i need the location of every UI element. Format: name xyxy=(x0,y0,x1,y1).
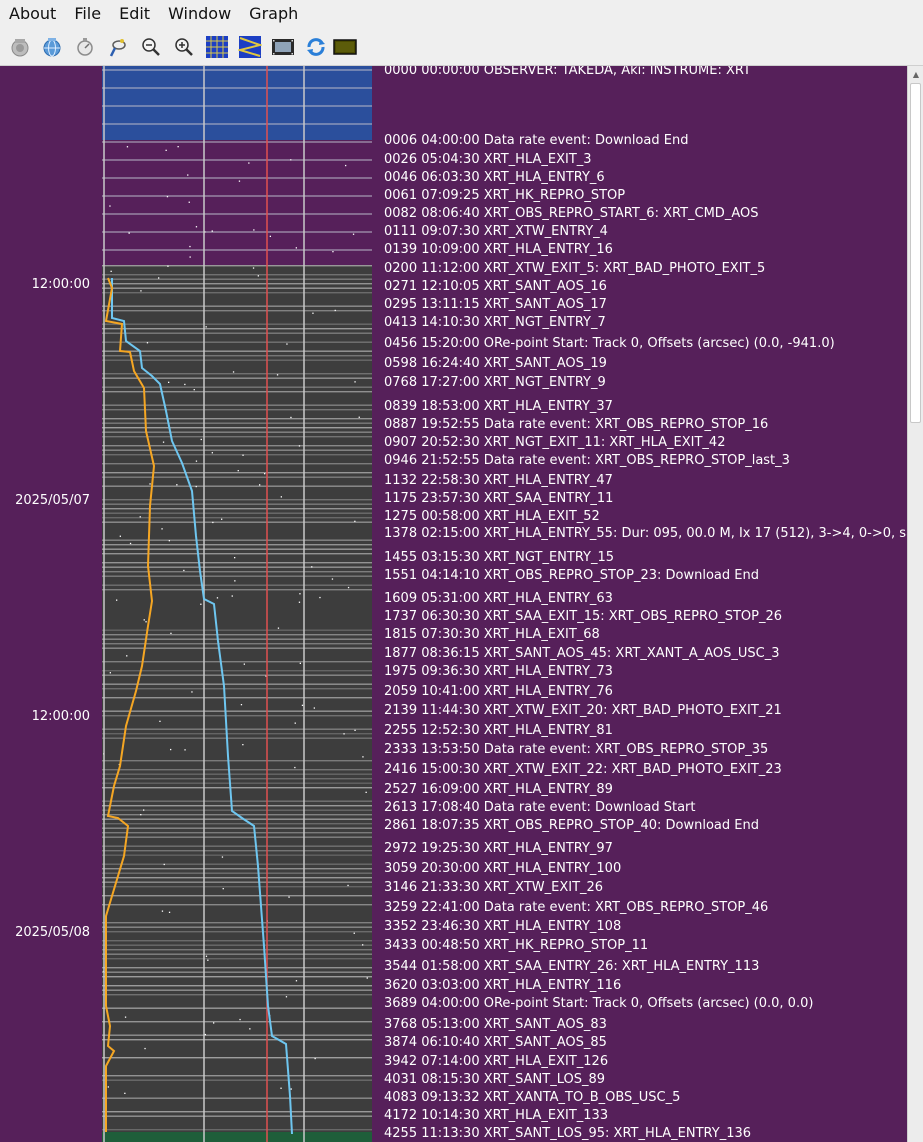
event-row: 2613 17:08:40 Data rate event: Download … xyxy=(384,800,696,815)
event-row: 2972 19:25:30 XRT_HLA_ENTRY_97 xyxy=(384,841,613,856)
event-row: 1175 23:57:30 XRT_SAA_ENTRY_11 xyxy=(384,491,614,506)
event-row: 3942 07:14:00 XRT_HLA_EXIT_126 xyxy=(384,1054,609,1069)
track-purple-segment xyxy=(102,140,372,265)
event-row: 0598 16:24:40 XRT_SANT_AOS_19 xyxy=(384,356,607,371)
event-row: 1737 06:30:30 XRT_SAA_EXIT_15: XRT_OBS_R… xyxy=(384,609,783,624)
pointer-icon[interactable] xyxy=(105,34,131,60)
event-row: 2139 11:44:30 XRT_XTW_EXIT_20: XRT_BAD_P… xyxy=(384,703,782,718)
date-label: 2025/05/08 xyxy=(15,925,90,940)
event-row: 0413 14:10:30 XRT_NGT_ENTRY_7 xyxy=(384,315,606,330)
event-row: 1815 07:30:30 XRT_HLA_EXIT_68 xyxy=(384,627,600,642)
film-icon[interactable] xyxy=(270,34,296,60)
date-label: 2025/05/07 xyxy=(15,493,90,508)
panel-icon[interactable] xyxy=(332,34,358,60)
event-row: 0200 11:12:00 XRT_XTW_EXIT_5: XRT_BAD_PH… xyxy=(384,261,766,276)
event-row: 3620 03:03:00 XRT_HLA_ENTRY_116 xyxy=(384,978,622,993)
event-row: 0295 13:11:15 XRT_SANT_AOS_17 xyxy=(384,297,607,312)
event-row: 0271 12:10:05 XRT_SANT_AOS_16 xyxy=(384,279,607,294)
event-row: 1275 00:58:00 XRT_HLA_EXIT_52 xyxy=(384,509,600,524)
event-row: 4031 08:15:30 XRT_SANT_LOS_89 xyxy=(384,1072,606,1087)
event-row: 0456 15:20:00 ORe-point Start: Track 0, … xyxy=(384,336,835,351)
event-row: 0006 04:00:00 Data rate event: Download … xyxy=(384,133,689,148)
toolbar xyxy=(0,28,923,66)
orange-data-line xyxy=(104,277,156,1132)
event-row: 2059 10:41:00 XRT_HLA_ENTRY_76 xyxy=(384,684,613,699)
event-row: 3689 04:00:00 ORe-point Start: Track 0, … xyxy=(384,996,814,1011)
event-row: 3352 23:46:30 XRT_HLA_ENTRY_108 xyxy=(384,919,622,934)
event-row: 2861 18:07:35 XRT_OBS_REPRO_STOP_40: Dow… xyxy=(384,818,759,833)
event-row: 1455 03:15:30 XRT_NGT_ENTRY_15 xyxy=(384,550,615,565)
menu-graph[interactable]: Graph xyxy=(249,4,299,23)
event-row: 0946 21:52:55 Data rate event: XRT_OBS_R… xyxy=(384,453,790,468)
event-row: 1877 08:36:15 XRT_SANT_AOS_45: XRT_XANT_… xyxy=(384,646,780,661)
event-row: 0026 05:04:30 XRT_HLA_EXIT_3 xyxy=(384,152,592,167)
event-row: 1132 22:58:30 XRT_HLA_ENTRY_47 xyxy=(384,473,613,488)
camera-icon[interactable] xyxy=(7,34,33,60)
event-row: 3768 05:13:00 XRT_SANT_AOS_83 xyxy=(384,1017,607,1032)
event-row: 4255 11:13:30 XRT_SANT_LOS_95: XRT_HLA_E… xyxy=(384,1126,752,1141)
menu-bar: About File Edit Window Graph xyxy=(0,0,923,28)
event-row: 3059 20:30:00 XRT_HLA_ENTRY_100 xyxy=(384,861,622,876)
event-row: 0887 19:52:55 Data rate event: XRT_OBS_R… xyxy=(384,417,769,432)
vertical-scrollbar[interactable]: ▲ xyxy=(907,66,923,1142)
event-row: 0111 09:07:30 XRT_XTW_ENTRY_4 xyxy=(384,224,608,239)
event-row: 1975 09:36:30 XRT_HLA_ENTRY_73 xyxy=(384,664,613,679)
event-row: 0082 08:06:40 XRT_OBS_REPRO_START_6: XRT… xyxy=(384,206,759,221)
event-row: 2527 16:09:00 XRT_HLA_ENTRY_89 xyxy=(384,782,613,797)
menu-file[interactable]: File xyxy=(74,4,102,23)
menu-about[interactable]: About xyxy=(9,4,57,23)
event-row: 4083 09:13:32 XRT_XANTA_TO_B_OBS_USC_5 xyxy=(384,1090,681,1105)
event-row: 0768 17:27:00 XRT_NGT_ENTRY_9 xyxy=(384,375,606,390)
event-row: 2333 13:53:50 Data rate event: XRT_OBS_R… xyxy=(384,742,769,757)
menu-window[interactable]: Window xyxy=(168,4,232,23)
scroll-thumb[interactable] xyxy=(910,83,921,423)
stopwatch-icon[interactable] xyxy=(72,34,98,60)
scroll-up-arrow-icon[interactable]: ▲ xyxy=(912,69,920,79)
timeline-view: 12:00:00 2025/05/07 12:00:00 2025/05/08 … xyxy=(0,66,923,1142)
event-row: 0046 06:03:30 XRT_HLA_ENTRY_6 xyxy=(384,170,605,185)
event-row: 4172 10:14:30 XRT_HLA_EXIT_133 xyxy=(384,1108,609,1123)
event-row: 3874 06:10:40 XRT_SANT_AOS_85 xyxy=(384,1035,607,1050)
event-row: 3259 22:41:00 Data rate event: XRT_OBS_R… xyxy=(384,900,769,915)
event-row: 2416 15:00:30 XRT_XTW_EXIT_22: XRT_BAD_P… xyxy=(384,762,782,777)
blue-data-line xyxy=(111,278,293,1135)
event-row: 1378 02:15:00 XRT_HLA_ENTRY_55: Dur: 095… xyxy=(384,526,923,541)
track-blue-segment xyxy=(102,66,372,140)
event-row: 0839 18:53:00 XRT_HLA_ENTRY_37 xyxy=(384,399,613,414)
zigzag-icon[interactable] xyxy=(237,34,263,60)
menu-edit[interactable]: Edit xyxy=(119,4,151,23)
refresh-icon[interactable] xyxy=(303,34,329,60)
timeline-track[interactable] xyxy=(102,66,372,1142)
event-row: 1609 05:31:00 XRT_HLA_ENTRY_63 xyxy=(384,591,613,606)
event-row: 0000 00:00:00 OBSERVER: TAKEDA, Aki: INS… xyxy=(384,66,751,78)
event-row: 0139 10:09:00 XRT_HLA_ENTRY_16 xyxy=(384,242,613,257)
event-row: 3544 01:58:00 XRT_SAA_ENTRY_26: XRT_HLA_… xyxy=(384,959,760,974)
event-row: 0061 07:09:25 XRT_HK_REPRO_STOP xyxy=(384,188,626,203)
track-green-segment xyxy=(102,1132,372,1142)
globe-icon[interactable] xyxy=(39,34,65,60)
time-label: 12:00:00 xyxy=(31,277,90,292)
zoom-in-icon[interactable] xyxy=(171,34,197,60)
event-row: 2255 12:52:30 XRT_HLA_ENTRY_81 xyxy=(384,723,613,738)
time-label: 12:00:00 xyxy=(31,709,90,724)
event-row: 3433 00:48:50 XRT_HK_REPRO_STOP_11 xyxy=(384,938,649,953)
event-row: 0907 20:52:30 XRT_NGT_EXIT_11: XRT_HLA_E… xyxy=(384,435,726,450)
event-row: 1551 04:14:10 XRT_OBS_REPRO_STOP_23: Dow… xyxy=(384,568,759,583)
event-row: 3146 21:33:30 XRT_XTW_EXIT_26 xyxy=(384,880,604,895)
zoom-out-icon[interactable] xyxy=(138,34,164,60)
grid-icon[interactable] xyxy=(204,34,230,60)
